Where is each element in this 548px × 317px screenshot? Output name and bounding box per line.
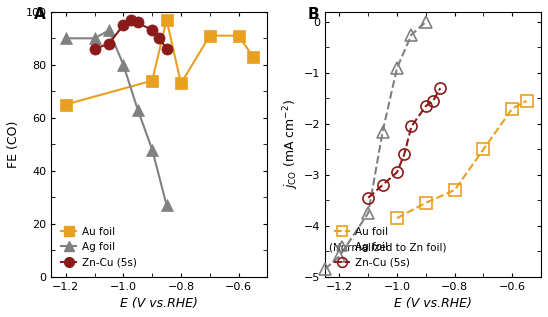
Legend: Au foil, Ag foil, Zn-Cu (5s): Au foil, Ag foil, Zn-Cu (5s) — [56, 223, 141, 271]
Text: B: B — [308, 7, 319, 22]
Text: (Normalized to Zn foil): (Normalized to Zn foil) — [329, 242, 447, 252]
Legend: Au foil, Ag foil, Zn-Cu (5s): Au foil, Ag foil, Zn-Cu (5s) — [330, 223, 414, 271]
Y-axis label: $j_{\mathrm{CO}}$ (mA cm$^{-2}$): $j_{\mathrm{CO}}$ (mA cm$^{-2}$) — [281, 99, 301, 189]
X-axis label: E (V vs.RHE): E (V vs.RHE) — [121, 297, 198, 310]
Y-axis label: FE (CO): FE (CO) — [7, 120, 20, 168]
Text: A: A — [34, 7, 46, 22]
X-axis label: E (V vs.RHE): E (V vs.RHE) — [394, 297, 472, 310]
